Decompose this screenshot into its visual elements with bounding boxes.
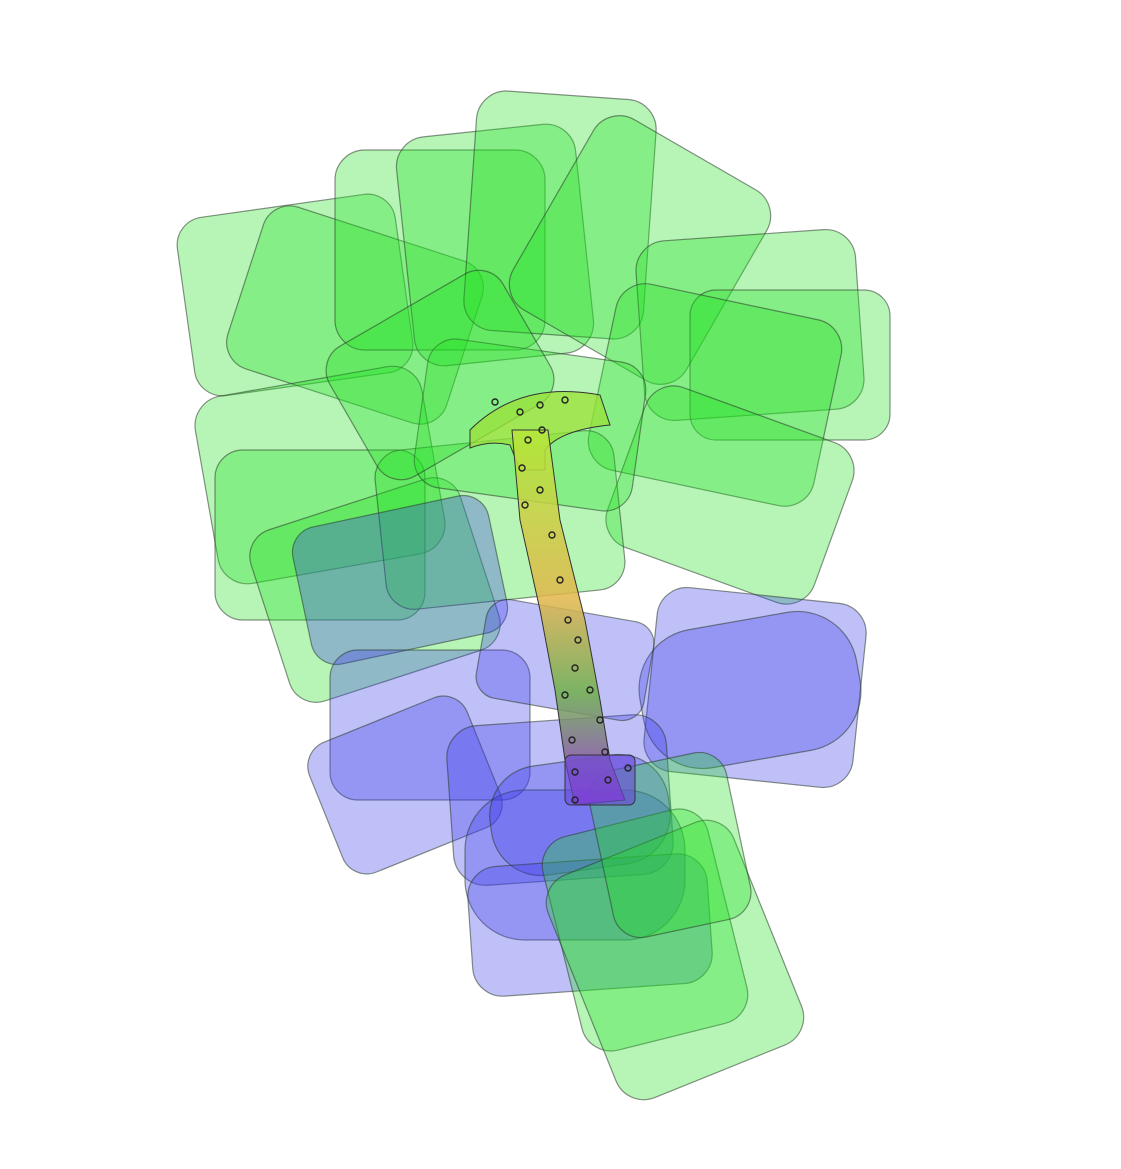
upper-cluster	[176, 90, 891, 703]
spine-markers	[491, 396, 632, 804]
tail-cluster	[541, 751, 805, 1101]
lower-cluster	[291, 494, 867, 997]
